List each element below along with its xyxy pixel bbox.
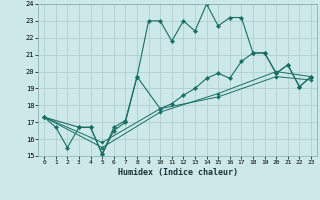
X-axis label: Humidex (Indice chaleur): Humidex (Indice chaleur) (118, 168, 238, 177)
